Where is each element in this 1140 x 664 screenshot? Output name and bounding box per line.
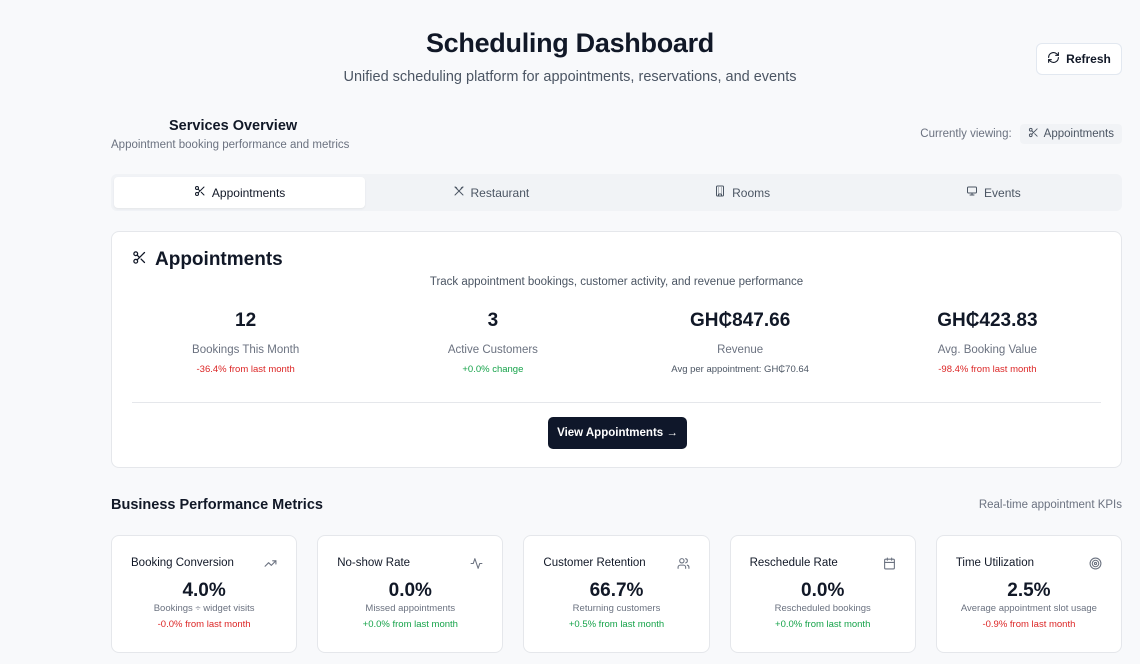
scissors-icon <box>132 249 147 271</box>
kpi-name: Reschedule Rate <box>749 557 838 569</box>
currently-viewing-label: Currently viewing: <box>920 128 1012 140</box>
metric-label: Avg. Booking Value <box>937 344 1038 356</box>
scissors-icon <box>1028 127 1039 141</box>
metric-bookings: 12 Bookings This Month -36.4% from last … <box>122 310 369 375</box>
performance-subtitle: Real-time appointment KPIs <box>978 499 1122 511</box>
calendar-icon <box>883 557 896 570</box>
appointments-card: Appointments Track appointment bookings,… <box>111 231 1122 468</box>
monitor-icon <box>966 185 978 200</box>
activity-icon <box>470 557 483 570</box>
kpi-card-reschedule-rate: Reschedule Rate 0.0% Rescheduled booking… <box>729 535 916 653</box>
kpi-name: Time Utilization <box>955 557 1034 569</box>
refresh-button[interactable]: Refresh <box>1036 43 1122 75</box>
metric-note: Avg per appointment: GH₵70.64 <box>671 364 809 375</box>
kpi-card-customer-retention: Customer Retention 66.7% Returning custo… <box>523 535 710 653</box>
trending-up-icon <box>264 557 277 570</box>
metric-value: GH₵847.66 <box>689 310 791 331</box>
kpi-description: Average appointment slot usage <box>960 603 1097 614</box>
kpi-description: Bookings ÷ widget visits <box>153 603 255 614</box>
page-subtitle: Unified scheduling platform for appointm… <box>343 69 797 85</box>
metric-active-customers: 3 Active Customers +0.0% change <box>369 310 616 375</box>
kpi-change: -0.9% from last month <box>982 619 1076 630</box>
view-appointments-button[interactable]: View Appointments → <box>548 417 687 449</box>
kpi-value: 0.0% <box>388 580 432 601</box>
refresh-label: Refresh <box>1066 52 1111 66</box>
tab-label: Events <box>984 185 1021 200</box>
kpi-change: +0.0% from last month <box>775 619 871 630</box>
metric-label: Active Customers <box>447 344 538 356</box>
kpi-value: 0.0% <box>801 580 845 601</box>
card-divider <box>132 402 1101 403</box>
kpi-value: 2.5% <box>1007 580 1051 601</box>
tab-rooms[interactable]: Rooms <box>617 177 868 208</box>
kpi-name: Customer Retention <box>543 557 646 569</box>
kpi-name: Booking Conversion <box>131 557 234 569</box>
currently-viewing-value: Appointments <box>1043 128 1114 140</box>
building-icon <box>714 185 726 200</box>
metric-avg-booking-value: GH₵423.83 Avg. Booking Value -98.4% from… <box>864 310 1111 375</box>
kpi-description: Rescheduled bookings <box>774 603 871 614</box>
currently-viewing: Currently viewing: Appointments <box>920 124 1122 144</box>
currently-viewing-badge: Appointments <box>1019 124 1122 144</box>
page-title: Scheduling Dashboard <box>425 28 715 58</box>
services-overview-subtitle: Appointment booking performance and metr… <box>111 139 350 151</box>
kpi-description: Missed appointments <box>365 603 456 614</box>
kpi-card-time-utilization: Time Utilization 2.5% Average appointmen… <box>935 535 1123 653</box>
users-icon <box>677 557 690 570</box>
metric-note: +0.0% change <box>462 364 524 375</box>
kpi-card-booking-conversion: Booking Conversion 4.0% Bookings ÷ widge… <box>111 535 298 653</box>
tab-restaurant[interactable]: Restaurant <box>365 177 616 208</box>
tab-label: Rooms <box>732 185 771 200</box>
metric-revenue: GH₵847.66 Revenue Avg per appointment: G… <box>617 310 864 375</box>
kpi-card-no-show-rate: No-show Rate 0.0% Missed appointments +0… <box>317 535 504 653</box>
metrics-row: 12 Bookings This Month -36.4% from last … <box>122 310 1111 375</box>
tab-events[interactable]: Events <box>868 177 1119 208</box>
target-icon <box>1089 557 1102 570</box>
metric-value: 3 <box>487 310 499 331</box>
tab-label: Appointments <box>211 185 286 200</box>
metric-value: GH₵423.83 <box>937 310 1038 331</box>
tab-label: Restaurant <box>470 185 530 200</box>
kpi-change: +0.5% from last month <box>568 619 665 630</box>
card-title-text: Appointments <box>155 249 283 270</box>
performance-title: Business Performance Metrics <box>111 497 323 513</box>
kpi-change: +0.0% from last month <box>362 619 458 630</box>
kpi-change: -0.0% from last month <box>157 619 251 630</box>
services-overview-title: Services Overview <box>169 118 298 134</box>
kpi-cards: Booking Conversion 4.0% Bookings ÷ widge… <box>111 535 1123 653</box>
metric-value: 12 <box>235 310 257 331</box>
utensils-icon <box>453 185 465 200</box>
metric-label: Revenue <box>717 344 764 356</box>
card-description: Track appointment bookings, customer act… <box>429 276 804 288</box>
kpi-value: 66.7% <box>589 580 644 601</box>
kpi-description: Returning customers <box>572 603 661 614</box>
tab-appointments[interactable]: Appointments <box>114 177 366 208</box>
kpi-value: 4.0% <box>182 580 226 601</box>
metric-label: Bookings This Month <box>192 344 300 356</box>
refresh-icon <box>1047 51 1060 67</box>
metric-note: -98.4% from last month <box>938 364 1037 375</box>
kpi-name: No-show Rate <box>337 557 411 569</box>
scissors-icon <box>194 185 206 200</box>
metric-note: -36.4% from last month <box>196 364 295 375</box>
card-title: Appointments <box>132 249 283 271</box>
service-tabs: Appointments Restaurant Rooms Events <box>111 174 1122 211</box>
